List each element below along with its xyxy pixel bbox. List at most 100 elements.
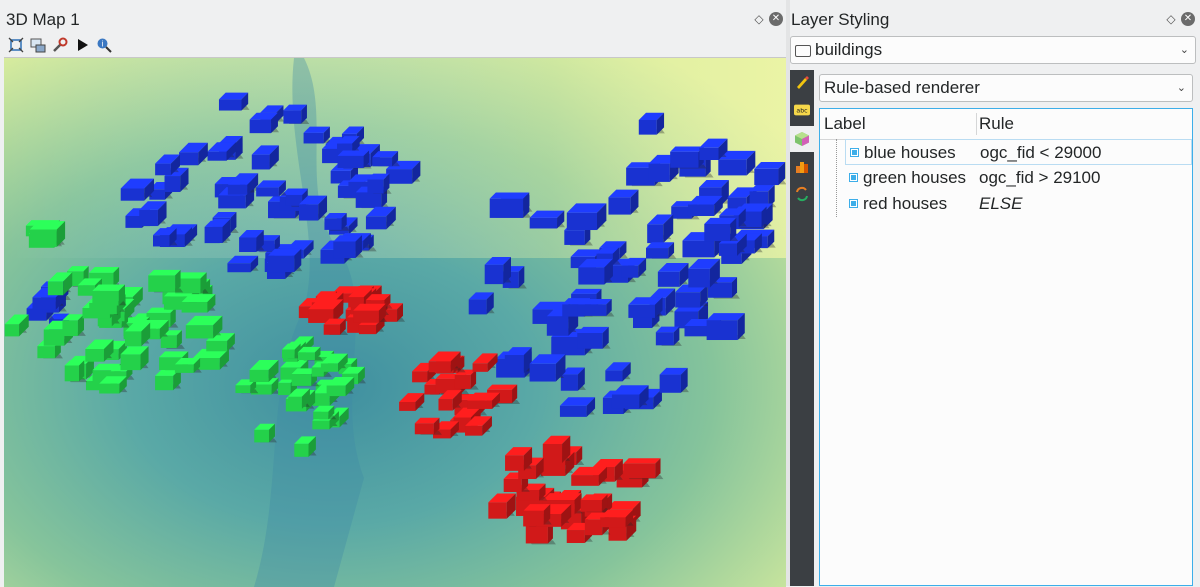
labels-icon[interactable]: abc [794, 102, 810, 118]
renderer-selector[interactable]: Rule-based renderer ⌄ [819, 74, 1193, 102]
blue-building [529, 354, 566, 382]
blue-building [303, 126, 332, 144]
history-icon[interactable] [794, 186, 810, 202]
green-building [29, 221, 66, 247]
blue-building [207, 142, 236, 161]
blue-building [655, 326, 682, 346]
blue-building [386, 160, 421, 184]
green-building [185, 315, 223, 339]
blue-building [707, 277, 740, 299]
configure-icon[interactable] [52, 37, 68, 53]
blue-building [670, 146, 707, 169]
green-building [4, 314, 29, 337]
blue-building [688, 258, 720, 288]
blue-building [227, 176, 256, 195]
map-toolbar: i [8, 36, 112, 54]
red-building [488, 493, 516, 519]
blue-building [657, 262, 689, 287]
blue-building [577, 326, 611, 349]
red-building [472, 353, 498, 372]
red-building [353, 303, 387, 323]
green-building [62, 314, 86, 337]
rule-row-red-houses[interactable]: red houses ELSE [820, 191, 1192, 217]
camera-control-icon[interactable] [30, 37, 46, 53]
blue-building [227, 255, 259, 273]
blue-building [628, 297, 663, 318]
rule-expression: ogc_fid < 29000 [980, 143, 1102, 162]
rule-expression: ogc_fid > 29100 [979, 168, 1101, 187]
red-building [623, 458, 664, 480]
blue-building [611, 385, 649, 409]
green-building [313, 405, 337, 420]
rule-label: blue houses [864, 143, 956, 162]
column-header-label[interactable]: Label [824, 114, 866, 133]
buildings-layer [4, 92, 786, 545]
blue-building [256, 180, 287, 197]
blue-building [365, 206, 396, 230]
green-building [92, 284, 127, 306]
close-styling-panel-icon[interactable]: ✕ [1181, 12, 1195, 26]
red-building [308, 299, 344, 323]
map-panel-title: 3D Map 1 [6, 10, 80, 29]
float-panel-icon[interactable]: ◇ [754, 12, 764, 26]
green-building [174, 358, 202, 373]
blue-building [621, 257, 647, 278]
blue-building [249, 112, 280, 134]
green-building [297, 346, 323, 361]
rules-tree-header: Label Rule [820, 109, 1192, 140]
green-building [294, 436, 317, 457]
blue-building [239, 229, 265, 253]
red-building [399, 393, 425, 411]
blue-building [155, 154, 180, 176]
panel-splitter[interactable] [786, 0, 790, 586]
blue-building [367, 173, 392, 194]
rule-checkbox[interactable] [850, 148, 859, 157]
rule-checkbox[interactable] [849, 199, 858, 208]
blue-building [706, 313, 746, 341]
rules-tree[interactable]: Label Rule blue houses ogc_fid < 29000 g… [819, 108, 1193, 586]
animation-play-icon[interactable] [74, 37, 90, 53]
rule-row-blue-houses[interactable]: blue houses ogc_fid < 29000 [845, 139, 1192, 165]
tree-branch-line [836, 139, 838, 217]
blue-building [718, 150, 756, 176]
column-header-rule[interactable]: Rule [979, 114, 1014, 133]
green-building [85, 339, 114, 362]
red-building [454, 369, 479, 390]
svg-text:abc: abc [796, 108, 808, 115]
chevron-down-icon: ⌄ [1179, 44, 1189, 56]
blue-building [504, 347, 532, 374]
blue-building [687, 195, 723, 217]
symbology-icon[interactable] [794, 74, 810, 90]
vector-layer-icon [795, 44, 811, 57]
green-building [326, 377, 355, 397]
blue-building [484, 257, 512, 285]
green-building [320, 353, 348, 372]
blue-building [337, 136, 361, 154]
close-panel-icon[interactable]: ✕ [769, 12, 783, 26]
red-building [465, 416, 492, 436]
blue-building [754, 162, 786, 186]
red-building [505, 447, 533, 471]
3d-view-icon[interactable] [790, 126, 814, 152]
green-building [99, 376, 128, 394]
green-building [120, 346, 149, 371]
red-building [414, 417, 442, 435]
3d-map-canvas[interactable] [4, 57, 786, 587]
renderer-name: Rule-based renderer [824, 78, 980, 97]
rule-checkbox[interactable] [849, 173, 858, 182]
blue-building [659, 367, 689, 393]
layer-selector[interactable]: buildings ⌄ [790, 36, 1196, 64]
green-building [175, 272, 209, 294]
diagrams-icon[interactable] [794, 158, 810, 174]
identify-icon[interactable]: i [96, 37, 112, 53]
rule-row-green-houses[interactable]: green houses ogc_fid > 29100 [820, 165, 1192, 191]
blue-building [577, 299, 615, 317]
3d-scene[interactable] [4, 58, 786, 587]
green-building [148, 269, 184, 293]
float-styling-panel-icon[interactable]: ◇ [1166, 12, 1176, 26]
red-building [580, 494, 610, 513]
green-building [155, 368, 182, 391]
blue-building [164, 167, 189, 192]
zoom-full-icon[interactable] [8, 37, 24, 53]
styling-panel-title: Layer Styling [791, 10, 890, 29]
